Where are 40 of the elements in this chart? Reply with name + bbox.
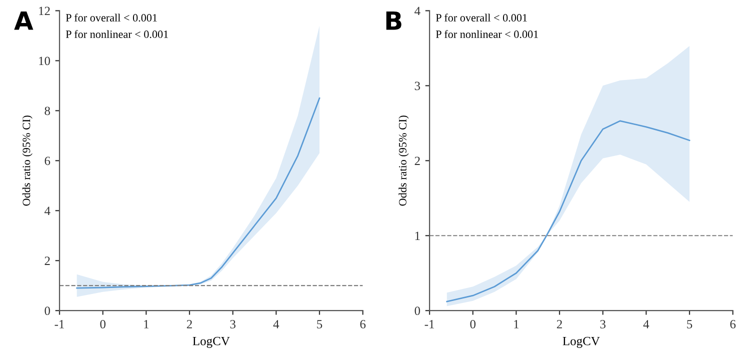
x-tick-label: 2 (556, 320, 562, 328)
x-tick-label: 1 (144, 320, 149, 328)
y-tick-label: 1 (415, 232, 420, 240)
y-axis-title: Odds ratio (95% CI) (22, 116, 32, 206)
line-series (446, 120, 690, 302)
x-tick-label: 0 (100, 320, 106, 328)
x-tick-label: 3 (600, 320, 606, 328)
y-tick-label: 10 (39, 56, 50, 66)
y-tick-label: 2 (414, 156, 420, 165)
chart-title: B (386, 11, 402, 30)
x-tick-label: 4 (273, 320, 280, 328)
annotation: P for nonlinear < 0.001 (436, 30, 538, 38)
x-tick-label: 5 (317, 320, 322, 328)
y-tick-label: 6 (44, 156, 50, 166)
y-axis-title: Odds ratio (95% CI) (398, 116, 409, 206)
y-tick-label: 4 (44, 206, 50, 215)
y-tick-label: 4 (414, 6, 420, 16)
x-tick-label: 2 (186, 320, 192, 328)
x-tick-label: 1 (514, 320, 519, 328)
x-tick-label: 6 (360, 320, 366, 328)
x-axis-title: LogCV (192, 336, 230, 348)
chart-title: A (14, 11, 34, 30)
y-tick-label: 8 (44, 106, 50, 116)
annotation: P for overall < 0.001 (66, 14, 157, 22)
y-tick-label: 3 (414, 82, 420, 90)
y-tick-label: 12 (39, 6, 50, 16)
x-tick-label: 6 (730, 320, 736, 328)
x-tick-label: 3 (230, 320, 236, 328)
line-series (76, 97, 320, 289)
x-tick-label: 0 (470, 320, 476, 328)
y-tick-label: 0 (414, 306, 420, 316)
annotation: P for nonlinear < 0.001 (66, 30, 168, 38)
x-tick-label: 4 (643, 320, 650, 328)
x-tick-label: 5 (687, 320, 692, 328)
y-tick-label: 0 (44, 306, 50, 316)
x-axis-title: LogCV (562, 336, 600, 348)
x-tick-label: -1 (54, 320, 64, 328)
x-tick-label: -1 (424, 320, 434, 328)
y-tick-label: 2 (44, 256, 50, 265)
annotation: P for overall < 0.001 (436, 14, 527, 22)
